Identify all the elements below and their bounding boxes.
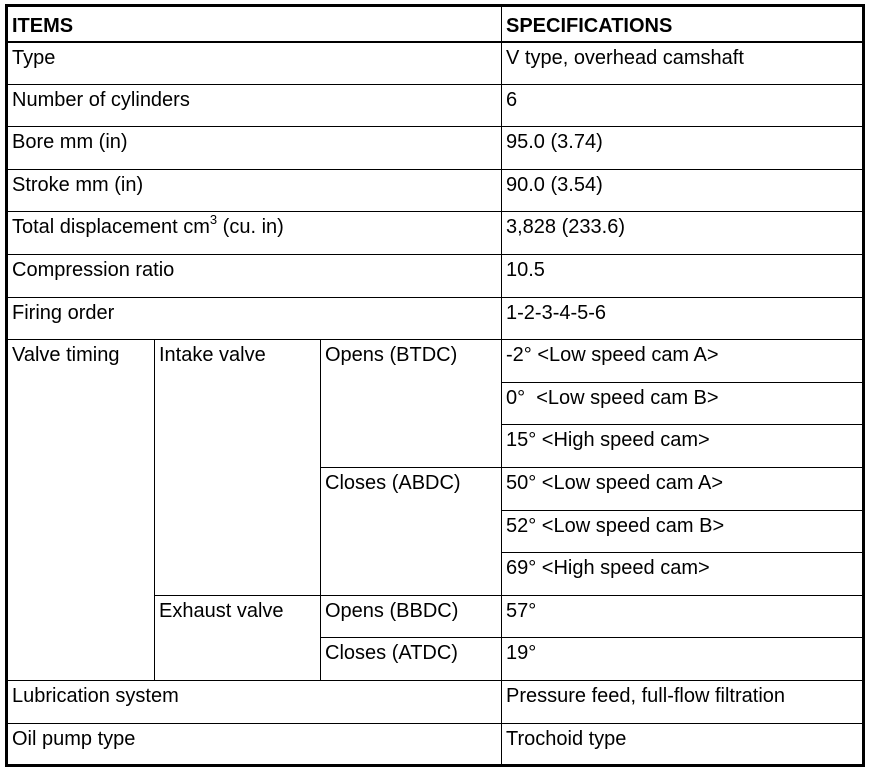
item-cell: Stroke mm (in) xyxy=(6,168,502,213)
intake-opens-label: Opens (BTDC) xyxy=(320,339,502,468)
spec-cell: 0° <Low speed cam B> xyxy=(501,381,864,426)
spec-cell: Pressure feed, full-flow filtration xyxy=(501,679,864,724)
item-cell: Lubrication system xyxy=(6,679,502,724)
intake-valve-label: Intake valve xyxy=(154,339,321,596)
item-cell: Number of cylinders xyxy=(6,83,502,128)
spec-cell: 95.0 (3.74) xyxy=(501,126,864,170)
table-row: Firing order 1-2-3-4-5-6 xyxy=(6,296,864,341)
item-cell: Oil pump type xyxy=(6,722,502,767)
table-row: Closes (ABDC) 50° <Low speed cam A> xyxy=(7,466,864,596)
table-row: 0° <Low speed cam B> xyxy=(7,381,864,426)
header-specifications: SPECIFICATIONS xyxy=(501,5,864,43)
table-row: Type V type, overhead camshaft xyxy=(6,41,864,85)
intake-closes-label: Closes (ABDC) xyxy=(320,466,502,596)
item-unit: (cu. in) xyxy=(217,216,284,239)
spec-cell: 15° <High speed cam> xyxy=(501,424,864,468)
spec-cell: 90.0 (3.54) xyxy=(501,168,864,213)
spec-cell: Trochoid type xyxy=(501,722,864,767)
valve-timing-label: Valve timing xyxy=(6,339,155,681)
spec-cell: 6 xyxy=(501,83,864,128)
item-cell: Compression ratio xyxy=(6,253,502,298)
table-row: Bore mm (in) 95.0 (3.74) xyxy=(6,126,864,170)
header-items: ITEMS xyxy=(6,5,502,43)
exhaust-valve-label: Exhaust valve xyxy=(154,594,321,681)
item-cell: Total displacement cm3 (cu. in) xyxy=(6,211,502,255)
item-text: Total displacement cm xyxy=(12,216,210,239)
spec-cell: 1-2-3-4-5-6 xyxy=(501,296,864,341)
table-row: Lubrication system Pressure feed, full-fl… xyxy=(6,679,864,724)
superscript: 3 xyxy=(209,212,218,228)
item-cell: Bore mm (in) xyxy=(6,126,502,170)
exhaust-closes-label: Closes (ATDC) xyxy=(320,637,502,681)
table-row: Valve timing Intake valve Opens (BTDC) -… xyxy=(6,339,864,681)
spec-cell: 57° xyxy=(501,594,864,639)
spec-cell: 19° xyxy=(501,637,864,681)
table-row: Oil pump type Trochoid type xyxy=(6,722,864,767)
table-row: Total displacement cm3 (cu. in) 3,828 (23… xyxy=(6,211,864,255)
table-row: Compression ratio 10.5 xyxy=(6,253,864,298)
table-row: Stroke mm (in) 90.0 (3.54) xyxy=(6,168,864,213)
item-cell: Firing order xyxy=(6,296,502,341)
item-cell: Type xyxy=(6,41,502,85)
table-row: Closes (ATDC) 19° xyxy=(7,637,864,681)
spec-cell: 52° <Low speed cam B> xyxy=(501,509,864,554)
table-row: Number of cylinders 6 xyxy=(6,83,864,128)
exhaust-opens-label: Opens (BBDC) xyxy=(320,594,502,639)
spec-cell: 3,828 (233.6) xyxy=(501,211,864,255)
table-row: 52° <Low speed cam B> xyxy=(7,509,864,554)
spec-cell: V type, overhead camshaft xyxy=(501,41,864,85)
engine-specifications-table: ITEMS SPECIFICATIONS Type V type, overhea… xyxy=(5,4,865,768)
table-row: Exhaust valve Opens (BBDC) 57° xyxy=(7,594,864,681)
spec-cell: -2° <Low speed cam A> xyxy=(501,339,864,383)
table-header-row: ITEMS SPECIFICATIONS xyxy=(6,5,864,43)
spec-cell: 10.5 xyxy=(501,253,864,298)
spec-cell: 69° <High speed cam> xyxy=(501,552,864,596)
spec-cell: 50° <Low speed cam A> xyxy=(501,466,864,511)
